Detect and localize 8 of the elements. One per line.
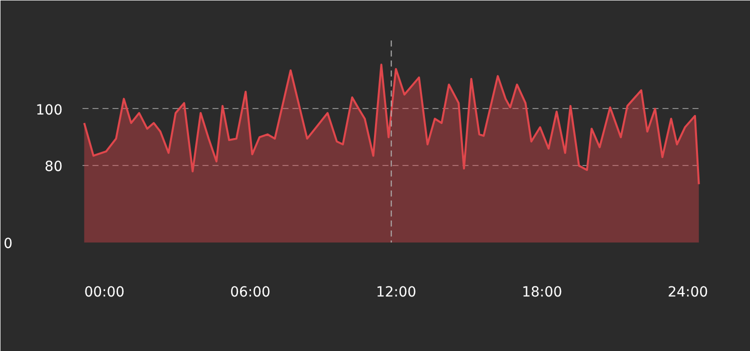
x-tick-label: 00:00 [84, 284, 125, 300]
x-tick-label: 18:00 [522, 284, 562, 300]
x-tick-label: 06:00 [230, 284, 270, 300]
x-tick-label: 12:00 [376, 284, 416, 300]
text: 0 [4, 236, 13, 252]
y-tick-label: 80 [44, 159, 63, 176]
x-tick-label: 24:00 [668, 284, 708, 300]
y-tick-label: 100 [36, 102, 63, 118]
